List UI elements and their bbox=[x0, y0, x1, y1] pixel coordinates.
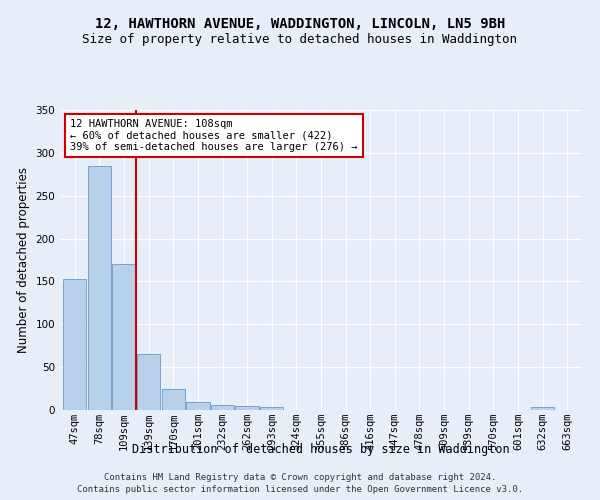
Text: 12 HAWTHORN AVENUE: 108sqm
← 60% of detached houses are smaller (422)
39% of sem: 12 HAWTHORN AVENUE: 108sqm ← 60% of deta… bbox=[70, 119, 358, 152]
Bar bbox=[260, 408, 283, 410]
Bar bbox=[112, 264, 136, 410]
Bar bbox=[531, 408, 554, 410]
Bar bbox=[211, 405, 234, 410]
Bar bbox=[161, 388, 185, 410]
Text: Size of property relative to detached houses in Waddington: Size of property relative to detached ho… bbox=[83, 32, 517, 46]
Text: 12, HAWTHORN AVENUE, WADDINGTON, LINCOLN, LN5 9BH: 12, HAWTHORN AVENUE, WADDINGTON, LINCOLN… bbox=[95, 18, 505, 32]
Bar bbox=[88, 166, 111, 410]
Bar bbox=[63, 279, 86, 410]
Bar bbox=[137, 354, 160, 410]
Y-axis label: Number of detached properties: Number of detached properties bbox=[17, 167, 30, 353]
Bar bbox=[186, 402, 209, 410]
Bar bbox=[235, 406, 259, 410]
Text: Contains public sector information licensed under the Open Government Licence v3: Contains public sector information licen… bbox=[77, 485, 523, 494]
Text: Distribution of detached houses by size in Waddington: Distribution of detached houses by size … bbox=[132, 442, 510, 456]
Text: Contains HM Land Registry data © Crown copyright and database right 2024.: Contains HM Land Registry data © Crown c… bbox=[104, 472, 496, 482]
